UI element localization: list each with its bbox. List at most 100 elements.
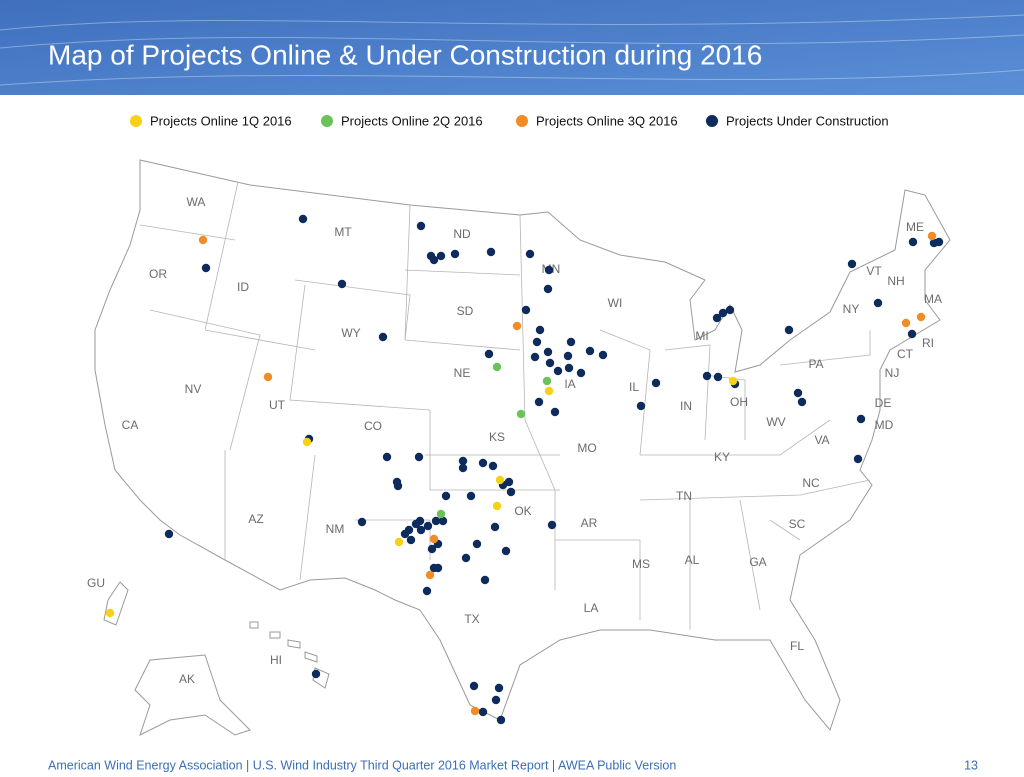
project-dot — [525, 249, 535, 259]
project-dot — [357, 517, 367, 527]
state-label: WA — [187, 195, 206, 209]
state-label: SC — [789, 517, 806, 531]
state-label: NC — [802, 476, 820, 490]
project-dot — [651, 378, 661, 388]
page-title: Map of Projects Online & Under Construct… — [48, 39, 762, 70]
state-label: AL — [685, 553, 700, 567]
project-dot — [472, 539, 482, 549]
legend-label: Projects Online 2Q 2016 — [341, 113, 483, 128]
project-dot — [488, 461, 498, 471]
state-label: AZ — [248, 512, 263, 526]
project-dots — [105, 214, 944, 725]
project-dot — [547, 520, 557, 530]
project-dot — [416, 221, 426, 231]
project-dot — [927, 231, 937, 241]
project-dot — [856, 414, 866, 424]
legend-label: Projects Online 1Q 2016 — [150, 113, 292, 128]
us-outline — [94, 159, 951, 732]
project-dot — [458, 463, 468, 473]
state-label: KY — [714, 450, 730, 464]
state-label: IL — [629, 380, 639, 394]
project-dot — [907, 329, 917, 339]
state-label: OK — [514, 504, 531, 518]
project-dot — [495, 475, 505, 485]
state-label: DE — [875, 396, 892, 410]
state-label: MD — [875, 418, 894, 432]
project-dot — [506, 487, 516, 497]
project-dot — [431, 516, 441, 526]
project-dot — [543, 347, 553, 357]
project-dot — [422, 586, 432, 596]
state-label: ND — [453, 227, 471, 241]
page-number: 13 — [964, 758, 978, 772]
project-dot — [530, 352, 540, 362]
state-label: PA — [808, 357, 823, 371]
project-dot — [563, 351, 573, 361]
legend-swatch — [321, 115, 333, 127]
project-dot — [427, 544, 437, 554]
project-dot — [713, 372, 723, 382]
project-dot — [847, 259, 857, 269]
state-label: RI — [922, 336, 934, 350]
project-dot — [553, 366, 563, 376]
project-dot — [566, 337, 576, 347]
project-dot — [534, 397, 544, 407]
project-dot — [416, 525, 426, 535]
state-label: UT — [269, 398, 286, 412]
project-dot — [853, 454, 863, 464]
project-dot — [797, 397, 807, 407]
project-dot — [598, 350, 608, 360]
project-dot — [490, 522, 500, 532]
project-dot — [542, 376, 552, 386]
project-dot — [550, 407, 560, 417]
state-label: GU — [87, 576, 105, 590]
project-dot — [916, 312, 926, 322]
project-dot — [512, 321, 522, 331]
project-dot — [478, 458, 488, 468]
state-label: VT — [866, 264, 882, 278]
project-dot — [585, 346, 595, 356]
state-label: MO — [577, 441, 596, 455]
header-band — [0, 0, 1024, 95]
project-dot — [492, 501, 502, 511]
state-borders — [139, 181, 871, 630]
project-dot — [394, 537, 404, 547]
state-label: NY — [843, 302, 860, 316]
state-label: ME — [906, 220, 924, 234]
project-dot — [873, 298, 883, 308]
alaska — [134, 654, 251, 736]
project-dot — [712, 313, 722, 323]
project-dot — [411, 519, 421, 529]
project-dot — [491, 695, 501, 705]
state-label: TX — [464, 612, 479, 626]
project-dot — [378, 332, 388, 342]
state-label: OR — [149, 267, 167, 281]
state-label: MI — [695, 329, 708, 343]
project-dot — [480, 575, 490, 585]
project-dot — [564, 363, 574, 373]
project-dot — [414, 452, 424, 462]
state-label: WY — [341, 326, 360, 340]
state-label: GA — [749, 555, 766, 569]
project-dot — [543, 284, 553, 294]
project-dot — [496, 715, 506, 725]
project-dot — [544, 265, 554, 275]
project-dot — [400, 529, 410, 539]
project-dot — [450, 249, 460, 259]
header-waves — [0, 14, 1024, 86]
state-label: MS — [632, 557, 650, 571]
project-dot — [423, 521, 433, 531]
project-dot — [725, 305, 735, 315]
project-dot — [469, 681, 479, 691]
state-label: SD — [457, 304, 474, 318]
state-label: CT — [897, 347, 914, 361]
legend-swatch — [706, 115, 718, 127]
header: Map of Projects Online & Under Construct… — [0, 0, 1024, 95]
state-labels: WAORCAIDNVMTWYUTAZCONMNDSDNEKSOKTXMNIAMO… — [87, 195, 942, 686]
project-dot — [382, 452, 392, 462]
project-dot — [728, 376, 738, 386]
state-label: LA — [584, 601, 599, 615]
project-dot — [470, 706, 480, 716]
state-label: ID — [237, 280, 249, 294]
